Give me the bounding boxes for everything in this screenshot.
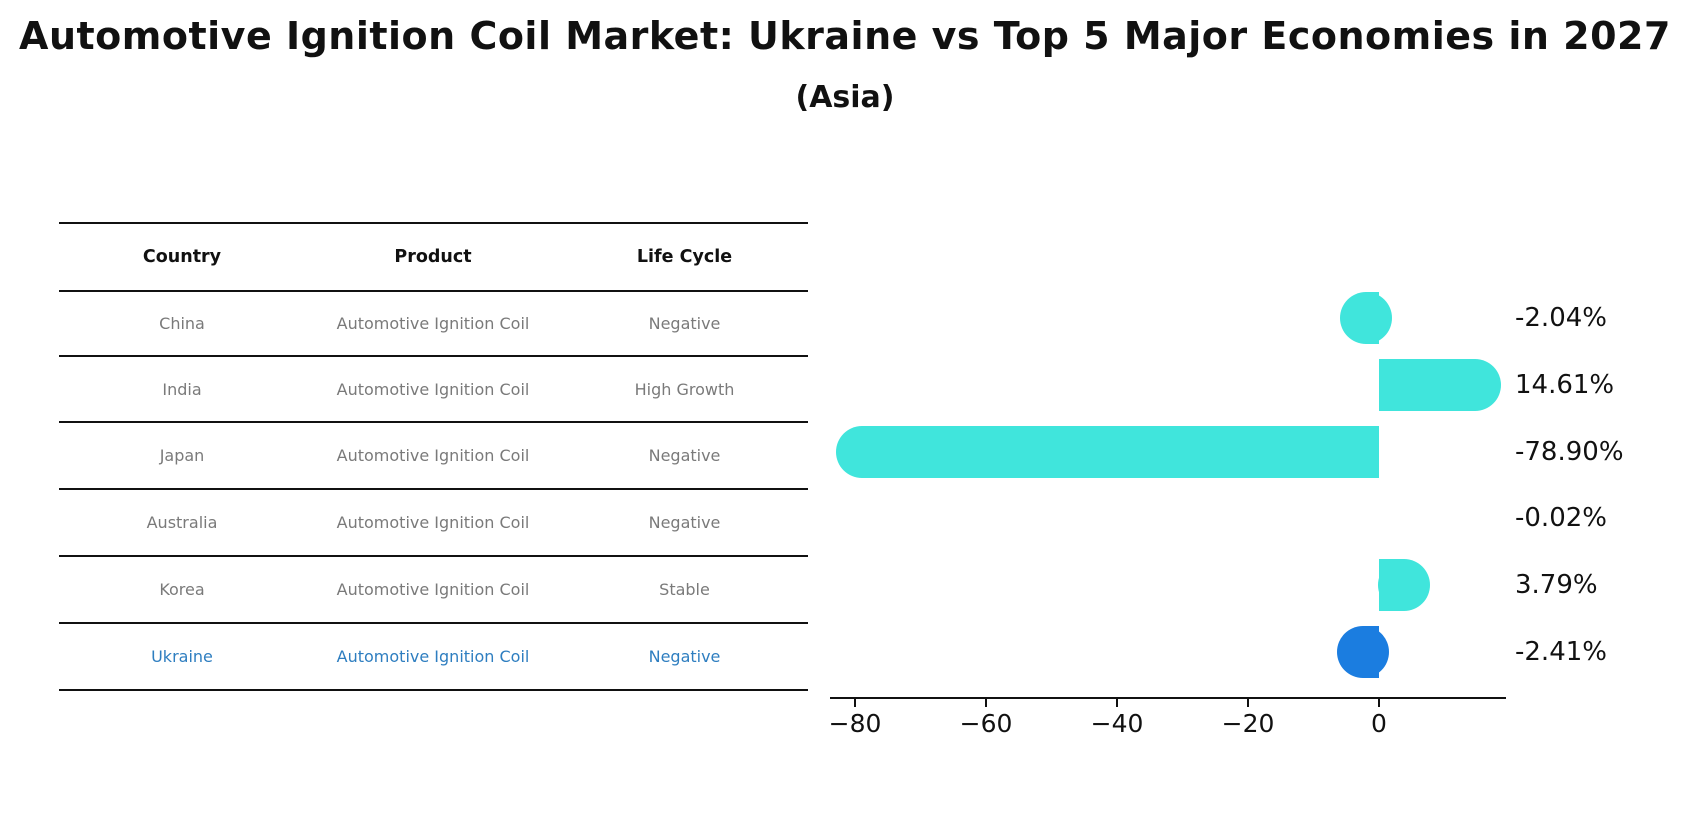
chart-subtitle: (Asia): [795, 80, 895, 115]
table-header-row: Country Product Life Cycle: [59, 224, 808, 290]
value-label-india: 14.61%: [1515, 369, 1615, 400]
table-cell: China: [159, 314, 205, 333]
bar-cap-korea: [1377, 559, 1430, 612]
x-tick-label: −80: [828, 709, 882, 738]
table-cell: Negative: [648, 314, 721, 333]
table-cell: Ukraine: [151, 647, 213, 666]
value-label-korea: 3.79%: [1515, 570, 1598, 601]
x-tick-mark: [1247, 699, 1249, 707]
table-cell: Stable: [659, 580, 710, 599]
table-cell: Automotive Ignition Coil: [336, 379, 530, 399]
value-label-japan: -78.90%: [1515, 436, 1624, 467]
x-tick-label: −40: [1090, 709, 1144, 738]
table-rule: [59, 555, 808, 557]
table-rule: [59, 290, 808, 292]
value-label-australia: -0.02%: [1515, 503, 1607, 534]
x-tick-label: −60: [959, 709, 1013, 738]
table-rule: [59, 689, 808, 691]
table-rule: [59, 622, 808, 624]
table-cell: Negative: [648, 513, 721, 532]
table-cell: Korea: [159, 580, 205, 599]
table-cell: Negative: [648, 647, 721, 666]
table-rule: [59, 222, 808, 224]
chart-title: Automotive Ignition Coil Market: Ukraine…: [19, 14, 1671, 58]
bar-cap-ukraine: [1337, 626, 1390, 678]
column-header: Product: [394, 247, 472, 267]
table-cell: Automotive Ignition Coil: [336, 647, 530, 666]
value-label-ukraine: -2.41%: [1515, 637, 1607, 667]
country-table: Country Product Life Cycle China Automotive …: [59, 222, 808, 691]
x-tick-mark: [985, 699, 987, 707]
table-cell: Automotive Ignition Coil: [336, 580, 530, 599]
table-cell: Automotive Ignition Coil: [336, 513, 530, 532]
x-tick-mark: [1116, 699, 1118, 707]
table-row-japan: Japan Automotive Ignition Coil Negative: [59, 423, 808, 488]
table-cell: Automotive Ignition Coil: [336, 314, 530, 333]
column-header: Country: [142, 247, 222, 267]
table-cell: Automotive Ignition Coil: [336, 446, 530, 465]
table-cell: India: [162, 379, 202, 399]
table-cell: High Growth: [634, 379, 735, 399]
table-row-australia: Australia Automotive Ignition Coil Negativ…: [59, 490, 808, 555]
bar-japan: [862, 425, 1379, 478]
table-row-korea: Korea Automotive Ignition Coil Stable: [59, 557, 808, 622]
column-header: Life Cycle: [636, 247, 733, 267]
x-tick-label: 0: [1371, 709, 1387, 738]
bar-cap-china: [1339, 292, 1392, 344]
table-row-india: India Automotive Ignition Coil High Growth: [59, 357, 808, 421]
value-label-china: -2.04%: [1515, 303, 1607, 333]
table-row-china: China Automotive Ignition Coil Negative: [59, 292, 808, 355]
table-cell: Australia: [146, 513, 218, 532]
x-tick-label: −20: [1221, 709, 1275, 738]
table-rule: [59, 421, 808, 423]
table-cell: Negative: [648, 446, 721, 465]
table-cell: Japan: [159, 446, 205, 465]
table-rule: [59, 355, 808, 357]
table-row-ukraine: Ukraine Automotive Ignition Coil Negative: [59, 624, 808, 689]
x-tick-mark: [1378, 699, 1380, 707]
x-axis-line: [830, 697, 1506, 699]
table-rule: [59, 488, 808, 490]
bar-cap-japan: [836, 425, 889, 478]
bar-cap-india: [1448, 358, 1501, 411]
x-tick-mark: [854, 699, 856, 707]
